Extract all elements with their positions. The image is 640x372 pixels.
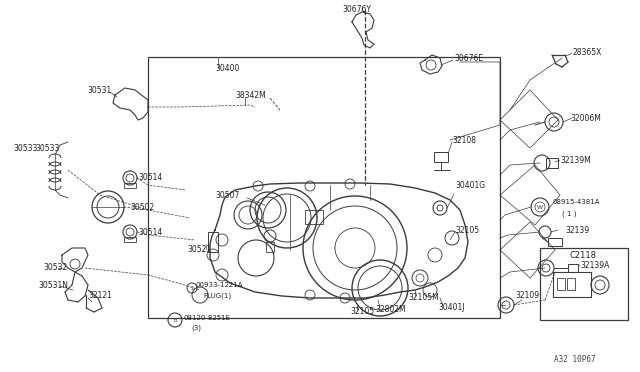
Text: 32109: 32109: [515, 291, 539, 299]
Text: 28365X: 28365X: [573, 48, 602, 57]
Text: 30502: 30502: [130, 202, 154, 212]
Text: 30532: 30532: [43, 263, 67, 273]
Text: 32105: 32105: [455, 225, 479, 234]
Text: 1: 1: [191, 285, 193, 291]
Text: 30400: 30400: [215, 64, 239, 73]
Text: 00933-1221A: 00933-1221A: [195, 282, 243, 288]
Bar: [553, 272, 591, 297]
Text: 32121: 32121: [88, 291, 112, 299]
Bar: [546, 158, 558, 168]
Text: 30531N: 30531N: [38, 280, 68, 289]
Text: 32006M: 32006M: [570, 113, 601, 122]
Bar: [567, 278, 575, 290]
Text: 08915-4381A: 08915-4381A: [553, 199, 600, 205]
Bar: [124, 237, 136, 242]
Text: C2118: C2118: [570, 251, 596, 260]
Text: W: W: [537, 205, 543, 209]
Text: A32 10P67: A32 10P67: [554, 356, 596, 365]
Text: 30401J: 30401J: [438, 304, 465, 312]
Text: 30533: 30533: [13, 144, 37, 153]
Bar: [568, 264, 578, 272]
Text: 32802M: 32802M: [375, 305, 406, 314]
Bar: [557, 278, 565, 290]
Text: ( 1 ): ( 1 ): [562, 211, 577, 217]
Text: PLUG(1): PLUG(1): [203, 293, 231, 299]
Text: 30507: 30507: [215, 190, 239, 199]
Text: 30401G: 30401G: [455, 180, 485, 189]
Bar: [266, 242, 274, 252]
Bar: [548, 238, 562, 246]
Bar: [434, 152, 448, 162]
Text: 38342M: 38342M: [235, 90, 266, 99]
Bar: [124, 183, 136, 188]
Bar: [305, 210, 323, 224]
Text: B: B: [173, 317, 177, 323]
Text: 08120-8251E: 08120-8251E: [183, 315, 230, 321]
Bar: [208, 232, 218, 252]
Text: 30514: 30514: [138, 173, 163, 182]
Text: 32139A: 32139A: [580, 260, 609, 269]
Text: 30531: 30531: [87, 86, 111, 94]
Text: 32105: 32105: [350, 308, 374, 317]
Text: 32139: 32139: [565, 225, 589, 234]
Text: 32108: 32108: [452, 135, 476, 144]
Bar: [148, 57, 500, 318]
Text: 32105M: 32105M: [408, 294, 439, 302]
Text: (3): (3): [191, 325, 201, 331]
Text: 30533: 30533: [35, 144, 60, 153]
Text: 32139M: 32139M: [560, 155, 591, 164]
Text: 30514: 30514: [138, 228, 163, 237]
Text: 30676Y: 30676Y: [342, 4, 371, 13]
Bar: [540, 248, 628, 320]
Text: 30521: 30521: [187, 246, 211, 254]
Text: 30676E: 30676E: [454, 54, 483, 62]
